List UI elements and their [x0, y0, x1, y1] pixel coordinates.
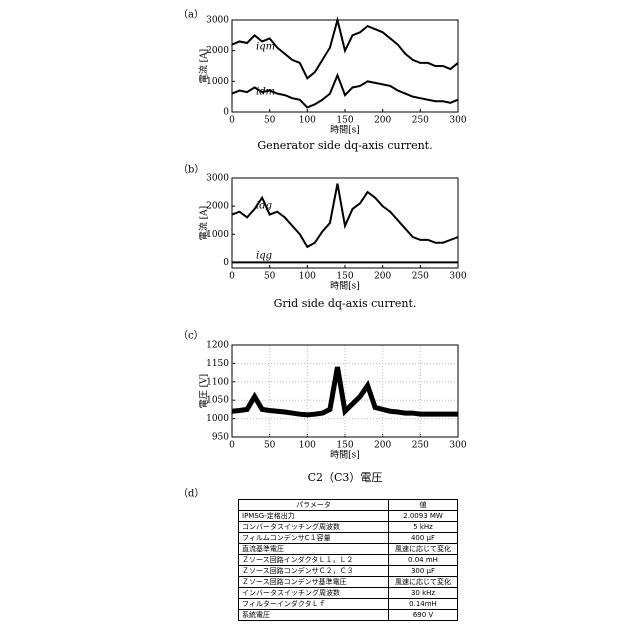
panel-label: （b）: [178, 164, 204, 176]
y-tick-label: 0: [223, 258, 229, 268]
table-cell: 2.0093 MW: [389, 511, 458, 522]
x-tick-label: 100: [299, 441, 316, 451]
series-label: iqg: [256, 251, 272, 262]
table-cell: 風速に応じて変化: [389, 577, 458, 588]
table-cell: コンバータスイッチング周波数: [239, 522, 389, 533]
x-tick-label: 100: [299, 272, 316, 282]
y-tick-label: 1100: [206, 377, 229, 387]
x-axis-label: 時間[s]: [330, 125, 360, 136]
x-tick-label: 200: [374, 272, 391, 282]
table-cell: 400 μF: [389, 533, 458, 544]
table-cell: 系統電圧: [239, 610, 389, 621]
y-axis-label: 電流 [A]: [198, 49, 210, 83]
table-cell: Ｚソース回路コンデンサＣ２，Ｃ３: [239, 566, 389, 577]
table-cell: 30 kHz: [389, 588, 458, 599]
x-tick-label: 250: [412, 116, 429, 126]
x-tick-label: 200: [374, 441, 391, 451]
x-tick-label: 150: [336, 116, 353, 126]
y-tick-label: 2000: [206, 202, 229, 212]
caption: Generator side dq-axis current.: [257, 139, 432, 152]
table-row: フィルターインダクタＬｆ0.14mH: [239, 599, 458, 610]
table-cell: フィルムコンデンサC１容量: [239, 533, 389, 544]
x-tick-label: 250: [412, 441, 429, 451]
table-header-cell: 値: [389, 500, 458, 511]
y-tick-label: 3000: [206, 16, 229, 26]
x-tick-label: 150: [336, 441, 353, 451]
table-cell: 0.14mH: [389, 599, 458, 610]
y-tick-label: 1000: [206, 230, 229, 240]
table-cell: 直流基準電圧: [239, 544, 389, 555]
table-cell: インバータスイッチング周波数: [239, 588, 389, 599]
panel-label: （c）: [178, 330, 204, 342]
series-label: idm: [256, 87, 275, 98]
table-header-cell: パラメータ: [239, 500, 389, 511]
x-tick-label: 0: [229, 441, 235, 451]
y-tick-label: 0: [223, 108, 229, 118]
table-cell: 690 V: [389, 610, 458, 621]
table-cell: フィルターインダクタＬｆ: [239, 599, 389, 610]
y-tick-label: 1200: [206, 341, 229, 351]
table-cell: 300 μF: [389, 566, 458, 577]
x-tick-label: 0: [229, 116, 235, 126]
table-row: 直流基準電圧風速に応じて変化: [239, 544, 458, 555]
x-tick-label: 100: [299, 116, 316, 126]
caption: C2（C3）電圧: [308, 471, 383, 484]
x-tick-label: 300: [449, 441, 466, 451]
panel-label: （a）: [178, 9, 204, 21]
caption: Grid side dq-axis current.: [274, 297, 417, 310]
y-tick-label: 2000: [206, 46, 229, 56]
x-axis-label: 時間[s]: [330, 450, 360, 461]
x-tick-label: 50: [264, 272, 276, 282]
table-row: フィルムコンデンサC１容量400 μF: [239, 533, 458, 544]
series-label: idg: [256, 201, 272, 212]
series-label: iqm: [256, 42, 275, 53]
table-cell: 5 kHz: [389, 522, 458, 533]
series-line: [232, 184, 458, 247]
table-row: インバータスイッチング周波数30 kHz: [239, 588, 458, 599]
table-cell: Ｚソース回路コンデンサ基準電圧: [239, 577, 389, 588]
table-row: Ｚソース回路コンデンサ基準電圧風速に応じて変化: [239, 577, 458, 588]
table-cell: 0.04 mH: [389, 555, 458, 566]
x-tick-label: 300: [449, 116, 466, 126]
parameter-table: パラメータ値IPMSG-定格出力2.0093 MWコンバータスイッチング周波数5…: [238, 499, 458, 621]
table-row: IPMSG-定格出力2.0093 MW: [239, 511, 458, 522]
table-cell: IPMSG-定格出力: [239, 511, 389, 522]
page: {"panels": ["（a）", "（b）", "（c）", "（d）"],…: [0, 0, 640, 640]
y-tick-label: 950: [212, 433, 229, 443]
y-tick-label: 3000: [206, 174, 229, 184]
y-axis-label: 電圧 [V]: [199, 374, 210, 408]
x-tick-label: 50: [264, 116, 276, 126]
table-cell: 風速に応じて変化: [389, 544, 458, 555]
y-tick-label: 1000: [206, 77, 229, 87]
y-tick-label: 1150: [206, 359, 229, 369]
table-row: コンバータスイッチング周波数5 kHz: [239, 522, 458, 533]
x-tick-label: 150: [336, 272, 353, 282]
x-tick-label: 200: [374, 116, 391, 126]
x-axis-label: 時間[s]: [330, 281, 360, 292]
x-tick-label: 50: [264, 441, 276, 451]
y-tick-label: 1000: [206, 414, 229, 424]
y-axis-label: 電流 [A]: [198, 206, 210, 240]
x-tick-label: 300: [449, 272, 466, 282]
x-tick-label: 250: [412, 272, 429, 282]
table-row: Ｚソース回路インダクタＬ１，Ｌ２0.04 mH: [239, 555, 458, 566]
table-row: Ｚソース回路コンデンサＣ２，Ｃ３300 μF: [239, 566, 458, 577]
table-header-row: パラメータ値: [239, 500, 458, 511]
x-tick-label: 0: [229, 272, 235, 282]
table-row: 系統電圧690 V: [239, 610, 458, 621]
table-cell: Ｚソース回路インダクタＬ１，Ｌ２: [239, 555, 389, 566]
panel-label: （d）: [178, 488, 204, 500]
y-tick-label: 1050: [206, 396, 229, 406]
